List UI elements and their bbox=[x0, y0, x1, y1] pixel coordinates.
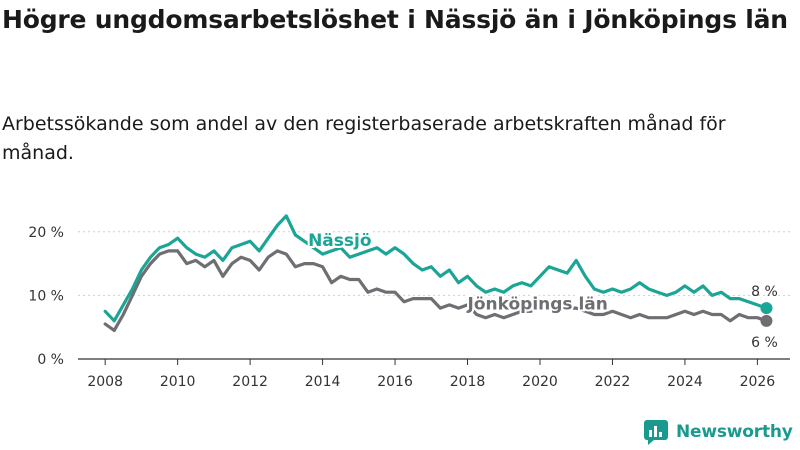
chart-title: Högre ungdomsarbetslöshet i Nässjö än i … bbox=[2, 5, 788, 34]
x-tick-label: 2020 bbox=[522, 374, 558, 390]
x-tick-label: 2016 bbox=[377, 374, 413, 390]
y-tick-label: 10 % bbox=[28, 288, 64, 304]
x-tick-label: 2012 bbox=[232, 374, 268, 390]
brand-name: Newsworthy bbox=[676, 422, 793, 442]
x-tick-label: 2008 bbox=[87, 374, 123, 390]
end-point-nassjo bbox=[760, 302, 773, 315]
end-value-label: 6 % bbox=[751, 335, 778, 351]
chart-subtitle: Arbetssökande som andel av den registerb… bbox=[2, 113, 726, 164]
series-line-nassjo bbox=[103, 214, 768, 323]
newsworthy-logo-icon bbox=[644, 420, 668, 445]
gridlines bbox=[78, 231, 790, 296]
series-lines bbox=[103, 214, 773, 332]
x-tick-label: 2014 bbox=[305, 374, 341, 390]
brand-logo: Newsworthy bbox=[643, 419, 793, 445]
x-tick-label: 2022 bbox=[595, 374, 631, 390]
end-point-jonkopings-lan bbox=[760, 314, 773, 327]
series-label-nassjo: Nässjö bbox=[308, 231, 371, 251]
end-value-label: 8 % bbox=[751, 284, 778, 300]
x-tick-label: 2026 bbox=[740, 374, 776, 390]
x-tick-label: 2018 bbox=[450, 374, 486, 390]
chart-labels: 8 % 6 % Nässjö Jönköpings län bbox=[306, 229, 778, 351]
x-tick-label: 2024 bbox=[667, 374, 703, 390]
y-tick-label: 0 % bbox=[37, 352, 64, 368]
series-label-jonkopings-lan: Jönköpings län bbox=[467, 294, 608, 314]
series-line-jonkopings-lan bbox=[103, 249, 768, 332]
y-tick-label: 20 % bbox=[28, 225, 64, 241]
x-tick-label: 2010 bbox=[160, 374, 196, 390]
axes: 0 % 10 % 20 % 2008 2010 2012 2014 2016 2018 2020 2… bbox=[28, 225, 790, 390]
